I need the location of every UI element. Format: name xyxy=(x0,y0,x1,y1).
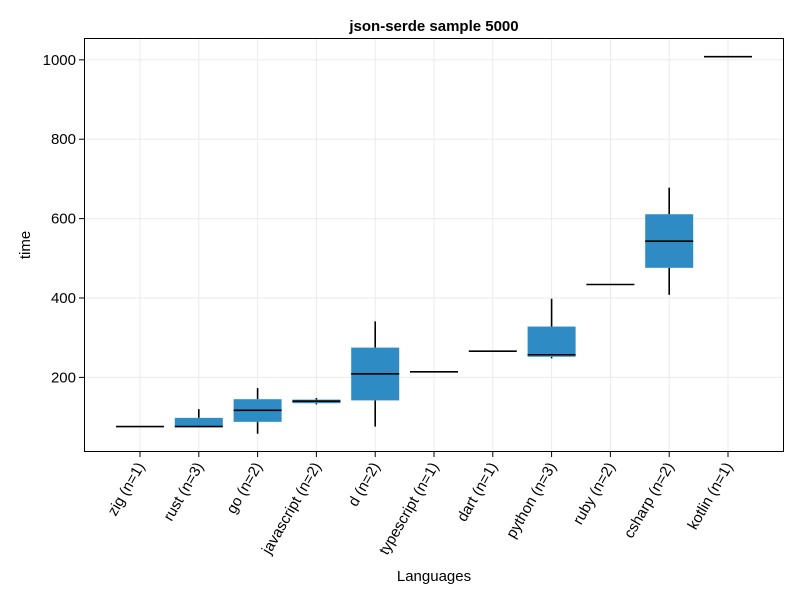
y-axis-label: time xyxy=(17,231,34,259)
y-tick-label: 600 xyxy=(51,211,76,228)
box-layer xyxy=(116,55,752,434)
x-tick-label: rust (n=3) xyxy=(160,459,207,523)
y-tick-label: 1000 xyxy=(43,52,76,69)
x-tick-label: javascript (n=2) xyxy=(258,460,325,559)
box-group xyxy=(645,187,694,295)
x-tick-label: python (n=3) xyxy=(503,459,560,541)
iqr-box xyxy=(174,417,223,427)
x-tick-label: go (n=2) xyxy=(223,460,266,517)
box-group xyxy=(233,388,282,434)
x-tick-label: zig (n=1) xyxy=(104,459,148,518)
tick-layer: 200 400 600 800 1000 zig (n=1) rust (n=3) go (n… xyxy=(43,52,737,558)
x-tick-label: dart (n=1) xyxy=(454,459,501,524)
y-tick-label: 200 xyxy=(51,369,76,386)
box-group xyxy=(351,321,400,427)
y-tick-label: 800 xyxy=(51,131,76,148)
x-tick-label: csharp (n=2) xyxy=(621,459,678,541)
x-tick-label: kotlin (n=1) xyxy=(684,460,736,533)
chart-title: json-serde sample 5000 xyxy=(348,18,518,35)
box-group xyxy=(174,409,223,428)
x-tick-label: ruby (n=2) xyxy=(570,460,619,528)
grid-layer xyxy=(84,38,784,452)
x-tick-label: d (n=2) xyxy=(345,460,384,510)
x-axis-label: Languages xyxy=(397,568,471,585)
x-tick-label: typescript (n=1) xyxy=(376,460,443,558)
y-tick-label: 400 xyxy=(51,290,76,307)
box-group xyxy=(292,398,341,405)
plot-frame xyxy=(84,38,784,452)
iqr-box xyxy=(527,326,576,357)
box-group xyxy=(527,298,576,359)
